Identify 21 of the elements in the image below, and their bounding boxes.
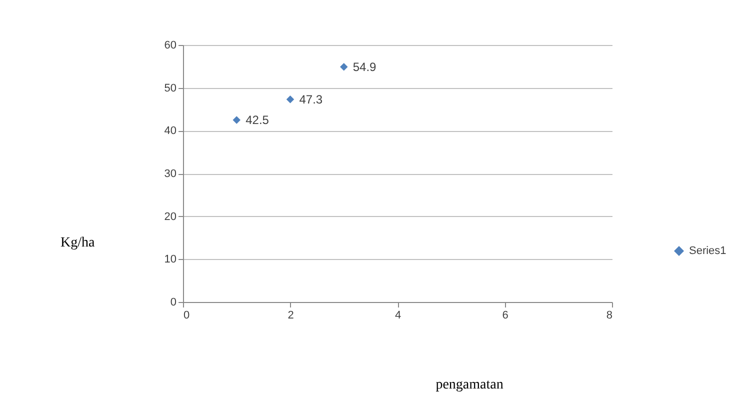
x-tick-label: 6 — [502, 310, 508, 322]
point — [340, 62, 348, 71]
x-tick-label: 8 — [606, 310, 612, 322]
data-label: 54.9 — [352, 60, 377, 74]
point — [286, 96, 294, 104]
y-tick-label: 60 — [164, 40, 176, 52]
y-tick-label: 0 — [170, 296, 176, 308]
y-tick-label: 20 — [164, 210, 176, 223]
y-tick-label: 40 — [164, 125, 176, 138]
y-axis-title: Kg/ha — [60, 236, 96, 250]
x-axis-title: pengamatan — [436, 378, 504, 392]
y-tick-label: 50 — [164, 82, 176, 94]
x-tick-label: 4 — [394, 310, 402, 322]
y-tick-label: 30 — [164, 168, 176, 180]
y-tick-label: 10 — [164, 254, 176, 266]
legend-label: Series1 — [689, 245, 726, 257]
x-tick-label: 2 — [288, 310, 294, 322]
data-label: 47.3 — [299, 92, 323, 106]
point — [232, 116, 240, 124]
data-label: 42.5 — [246, 112, 270, 127]
x-tick-label: 0 — [184, 310, 190, 322]
